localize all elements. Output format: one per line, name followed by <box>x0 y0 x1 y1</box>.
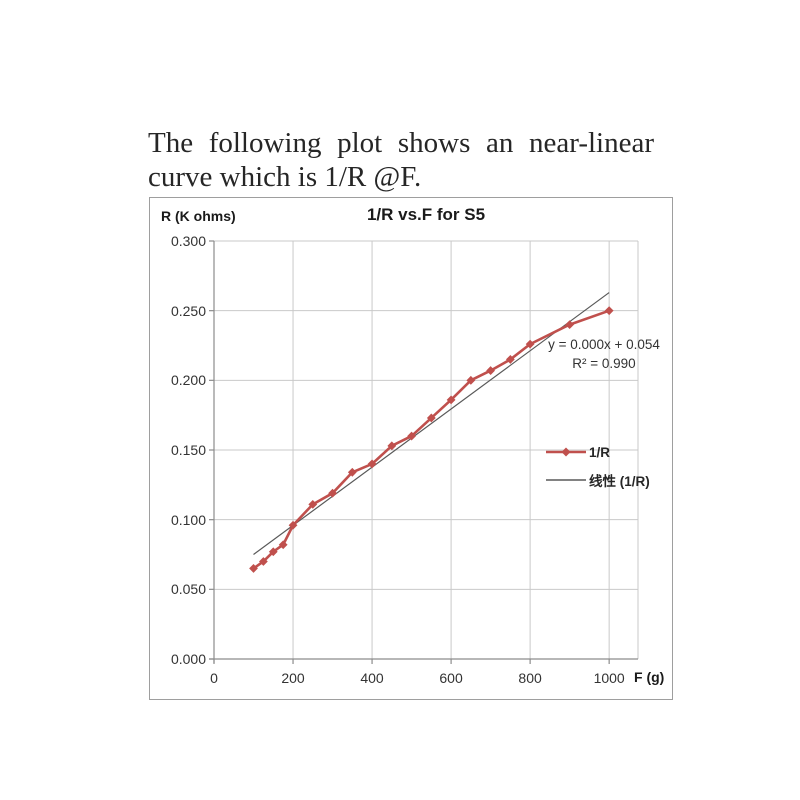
heading-line-1: The following plot shows an near-linear <box>148 127 654 159</box>
x-axis-title: F (g) <box>634 669 665 685</box>
x-tick-label: 600 <box>439 670 463 686</box>
series-legend-marker-icon <box>546 447 586 457</box>
legend-label: 线性 (1/R) <box>589 474 650 489</box>
plot-area <box>209 240 639 664</box>
heading-text: The following plot shows an near-linear … <box>148 126 654 194</box>
legend: 1/R 线性 (1/R) <box>546 438 650 494</box>
legend-item: 线性 (1/R) <box>546 466 650 494</box>
y-tick-label: 0.050 <box>170 581 206 598</box>
y-axis-title: R (K ohms) <box>161 208 236 224</box>
y-tick-label: 0.000 <box>170 651 206 667</box>
y-tick-label: 0.100 <box>170 511 206 528</box>
legend-label: 1/R <box>589 444 611 460</box>
y-tick-label: 0.300 <box>170 233 206 249</box>
y-tick-label: 0.150 <box>170 442 206 458</box>
trendline-legend-marker-icon <box>546 479 586 481</box>
x-tick-label: 400 <box>360 670 384 686</box>
chart-frame: R (K ohms) 1/R vs.F for S5 0.300 0.250 0.2… <box>149 197 673 700</box>
heading-line-2: curve which is 1/R @F. <box>148 161 422 193</box>
chart-title: 1/R vs.F for S5 <box>366 205 486 224</box>
y-tick-label: 0.250 <box>170 302 206 319</box>
x-tick-label: 800 <box>518 670 542 686</box>
trendline-r-squared: R² = 0.990 <box>572 356 636 371</box>
x-tick-label: 200 <box>281 670 305 686</box>
x-tick-label: 0 <box>210 670 218 686</box>
legend-item: 1/R <box>546 438 650 466</box>
trendline-equation-text: y = 0.000x + 0.054 <box>548 337 660 352</box>
x-tick-label: 1000 <box>593 670 625 686</box>
y-tick-label: 0.200 <box>170 372 206 389</box>
trendline-equation: y = 0.000x + 0.054 R² = 0.990 <box>533 335 675 373</box>
